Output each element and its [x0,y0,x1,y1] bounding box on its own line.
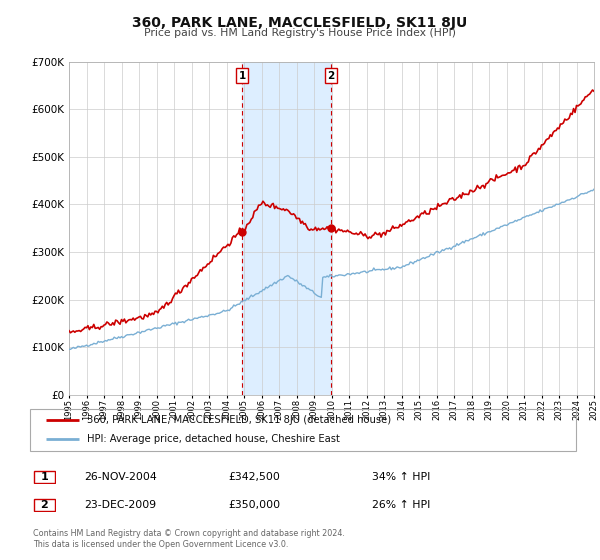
Text: 26-NOV-2004: 26-NOV-2004 [84,472,157,482]
Text: This data is licensed under the Open Government Licence v3.0.: This data is licensed under the Open Gov… [33,540,289,549]
Text: 2: 2 [41,500,48,510]
Text: 23-DEC-2009: 23-DEC-2009 [84,500,156,510]
Text: 1: 1 [41,472,48,482]
Text: HPI: Average price, detached house, Cheshire East: HPI: Average price, detached house, Ches… [88,435,340,445]
Text: 1: 1 [239,71,246,81]
Text: Contains HM Land Registry data © Crown copyright and database right 2024.: Contains HM Land Registry data © Crown c… [33,529,345,538]
Text: 360, PARK LANE, MACCLESFIELD, SK11 8JU (detached house): 360, PARK LANE, MACCLESFIELD, SK11 8JU (… [88,415,391,425]
Text: 360, PARK LANE, MACCLESFIELD, SK11 8JU: 360, PARK LANE, MACCLESFIELD, SK11 8JU [133,16,467,30]
Text: £342,500: £342,500 [228,472,280,482]
Text: Price paid vs. HM Land Registry's House Price Index (HPI): Price paid vs. HM Land Registry's House … [144,28,456,38]
Bar [242,62,331,395]
Text: £350,000: £350,000 [228,500,280,510]
Text: 34% ↑ HPI: 34% ↑ HPI [372,472,430,482]
Text: 2: 2 [328,71,335,81]
Text: 26% ↑ HPI: 26% ↑ HPI [372,500,430,510]
